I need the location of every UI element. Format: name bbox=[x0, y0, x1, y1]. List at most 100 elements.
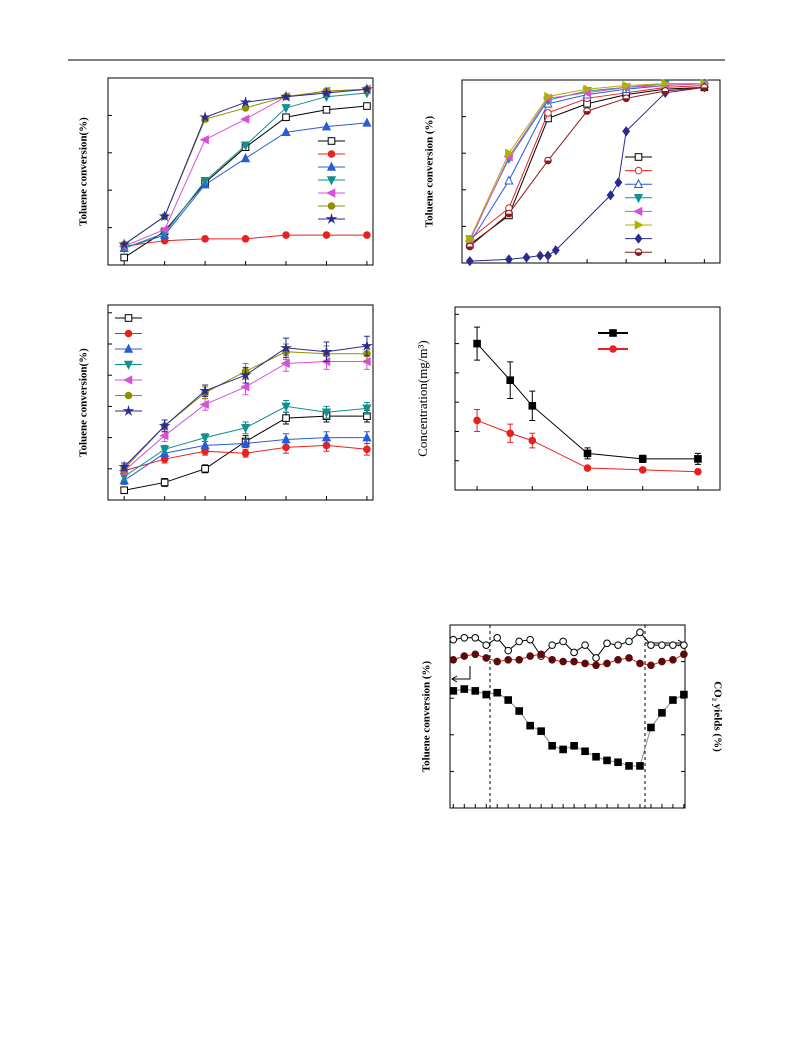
legend-marker bbox=[609, 345, 617, 353]
marker bbox=[559, 637, 567, 646]
marker bbox=[583, 449, 592, 458]
marker bbox=[622, 126, 631, 137]
marker bbox=[160, 478, 169, 487]
marker bbox=[544, 91, 554, 102]
marker bbox=[118, 238, 131, 250]
marker bbox=[361, 339, 373, 351]
marker bbox=[158, 419, 171, 431]
marker bbox=[199, 135, 209, 145]
marker bbox=[504, 175, 514, 185]
marker bbox=[282, 414, 290, 422]
marker bbox=[570, 648, 578, 657]
marker bbox=[694, 455, 702, 463]
marker bbox=[473, 339, 481, 348]
legend-marker bbox=[124, 329, 133, 338]
axis-arrow bbox=[451, 666, 471, 683]
marker bbox=[362, 117, 372, 127]
marker bbox=[281, 126, 291, 137]
marker bbox=[241, 449, 250, 458]
marker bbox=[200, 439, 210, 450]
marker-half bbox=[544, 160, 552, 164]
legend-marker bbox=[124, 314, 133, 322]
series-line bbox=[453, 688, 685, 767]
marker bbox=[570, 657, 578, 666]
marker bbox=[548, 641, 556, 649]
legend-marker bbox=[634, 166, 643, 175]
marker bbox=[551, 245, 560, 256]
marker bbox=[280, 341, 292, 353]
marker bbox=[515, 655, 523, 664]
marker bbox=[471, 687, 480, 695]
marker bbox=[658, 709, 666, 717]
plot-frame bbox=[449, 624, 686, 809]
marker bbox=[280, 358, 290, 369]
marker bbox=[526, 635, 534, 644]
marker bbox=[361, 83, 373, 95]
marker bbox=[362, 432, 372, 442]
legend-marker bbox=[122, 404, 135, 416]
marker bbox=[482, 641, 491, 649]
marker bbox=[680, 690, 688, 699]
legend-marker bbox=[634, 220, 644, 230]
marker bbox=[493, 688, 502, 697]
legend-marker bbox=[633, 178, 644, 188]
marker bbox=[583, 464, 592, 472]
marker bbox=[658, 641, 666, 649]
marker bbox=[482, 654, 491, 662]
marker bbox=[281, 434, 291, 444]
marker bbox=[528, 436, 537, 445]
marker bbox=[320, 345, 333, 357]
marker-half bbox=[622, 98, 630, 102]
marker bbox=[638, 466, 647, 474]
marker bbox=[120, 486, 128, 495]
marker-half bbox=[701, 87, 708, 91]
marker bbox=[570, 741, 578, 750]
marker bbox=[158, 210, 171, 222]
marker bbox=[449, 687, 458, 695]
marker bbox=[465, 256, 474, 267]
legend-marker bbox=[327, 202, 336, 210]
marker bbox=[625, 637, 633, 646]
marker bbox=[321, 121, 332, 131]
marker bbox=[240, 141, 251, 151]
marker bbox=[504, 696, 513, 704]
marker bbox=[614, 641, 622, 649]
legend-marker bbox=[634, 153, 643, 161]
marker bbox=[506, 376, 515, 384]
marker bbox=[471, 650, 480, 659]
marker bbox=[544, 109, 552, 117]
marker bbox=[449, 655, 458, 664]
marker bbox=[603, 659, 611, 668]
marker bbox=[647, 661, 655, 670]
marker bbox=[118, 460, 131, 472]
legend-marker bbox=[326, 176, 337, 186]
marker bbox=[528, 402, 537, 410]
series-line bbox=[476, 419, 698, 473]
marker bbox=[680, 650, 688, 659]
marker bbox=[240, 438, 251, 448]
y-axis-title: Toluene conversion(%) bbox=[78, 348, 90, 457]
marker bbox=[241, 235, 250, 243]
marker bbox=[240, 382, 250, 392]
marker bbox=[282, 113, 290, 122]
marker bbox=[694, 467, 702, 476]
marker bbox=[680, 641, 688, 649]
legend-marker bbox=[123, 360, 134, 370]
marker bbox=[200, 177, 210, 187]
marker bbox=[322, 105, 331, 114]
marker-half bbox=[661, 90, 669, 95]
marker bbox=[592, 752, 600, 761]
marker bbox=[603, 639, 611, 648]
marker bbox=[473, 416, 481, 425]
legend-marker bbox=[609, 329, 617, 337]
marker bbox=[504, 254, 513, 265]
plot-frame bbox=[107, 77, 374, 266]
marker bbox=[647, 641, 655, 649]
marker bbox=[200, 433, 210, 444]
marker-half bbox=[505, 213, 513, 217]
marker bbox=[322, 231, 331, 239]
marker bbox=[592, 654, 600, 662]
legend-marker bbox=[326, 188, 336, 198]
y2-axis-title: CO₂ yields (%) bbox=[711, 681, 723, 752]
marker bbox=[548, 655, 556, 664]
